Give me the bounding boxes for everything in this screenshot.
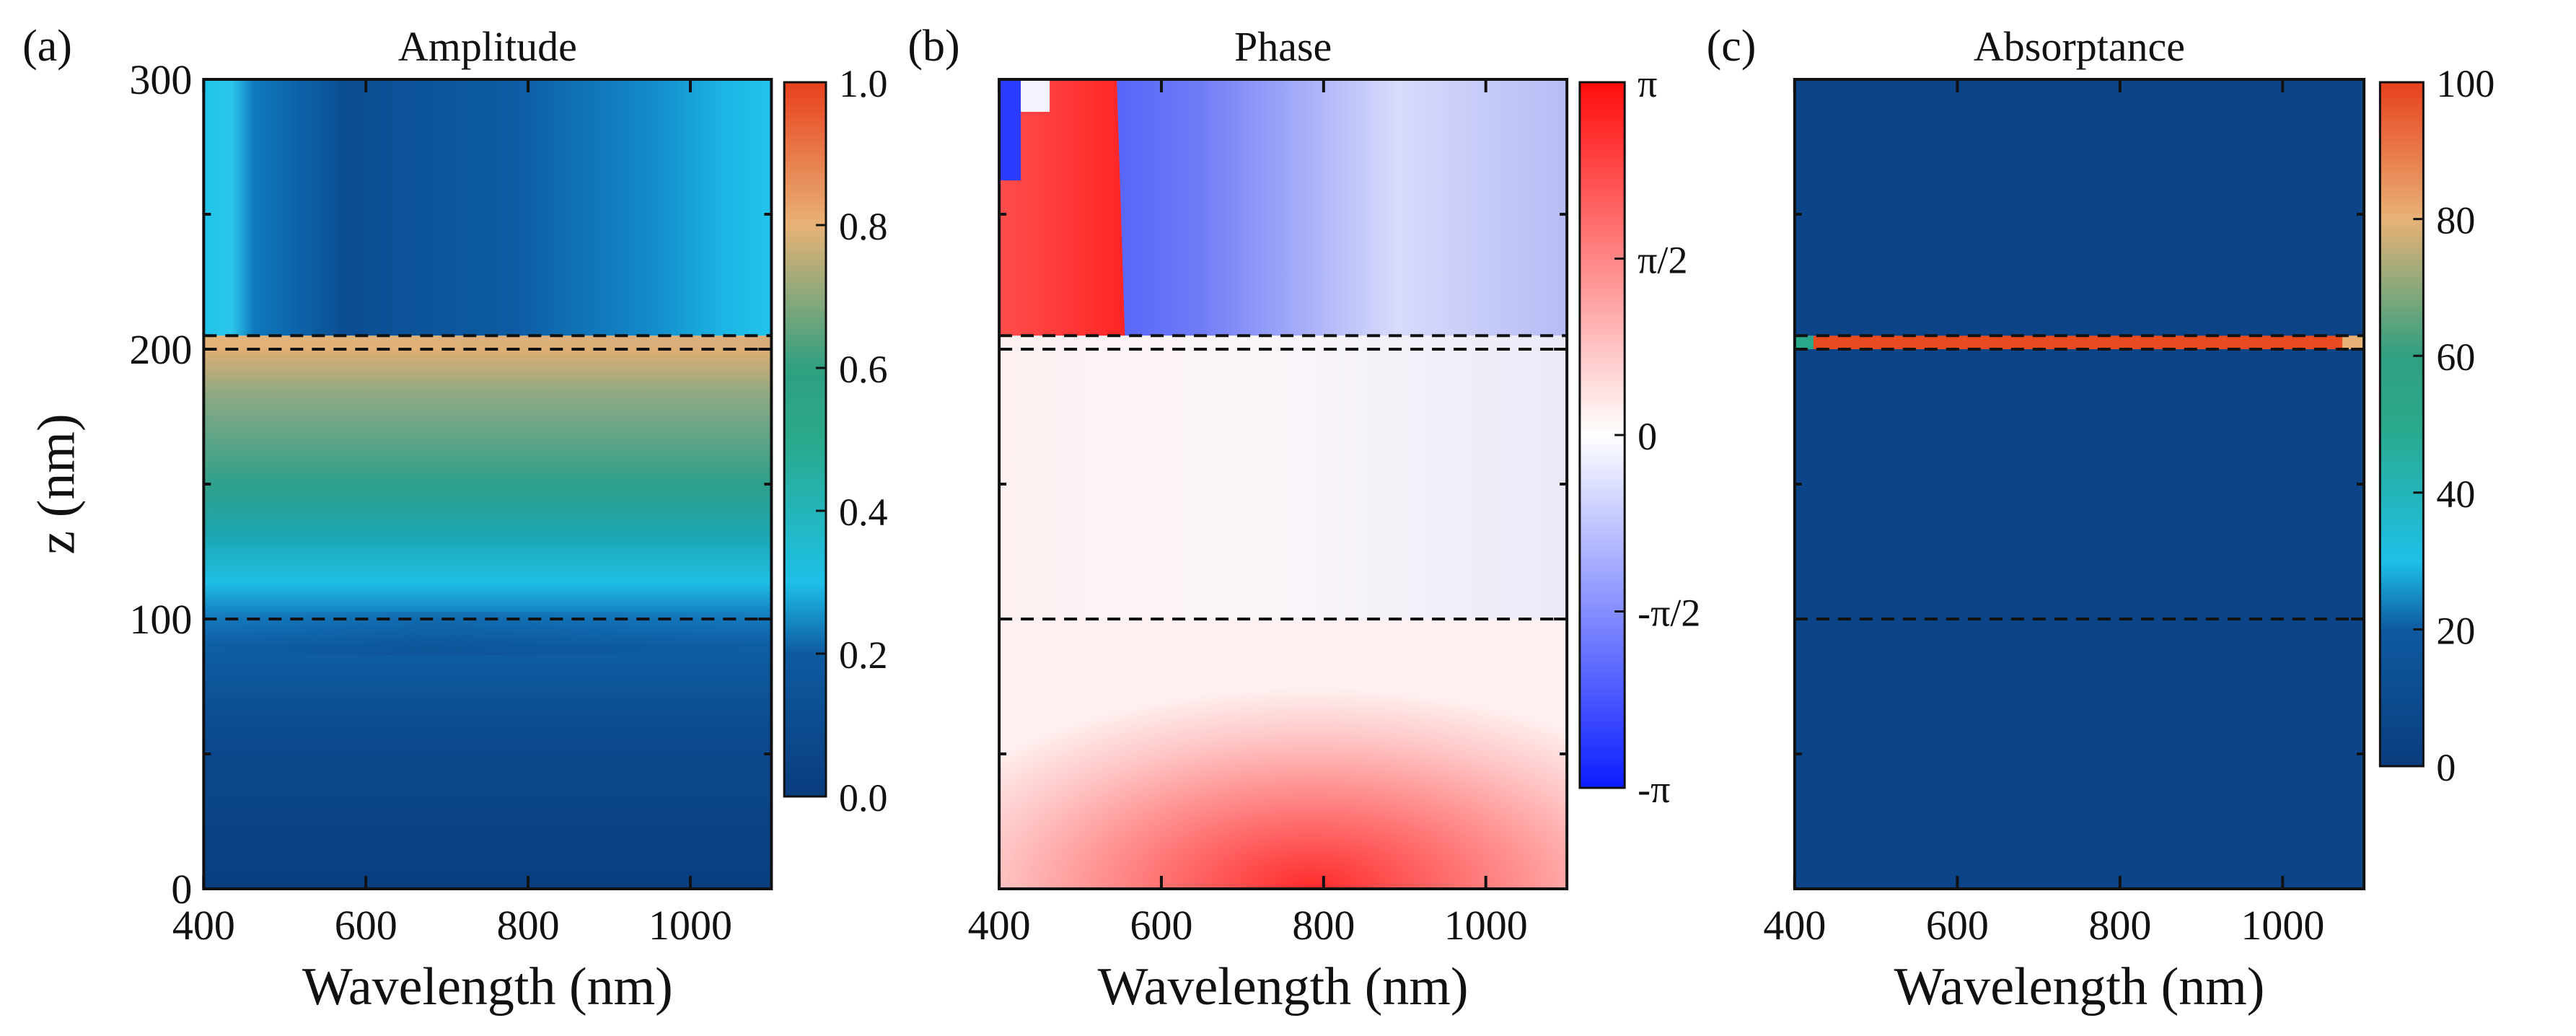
y-tick-label: 0 — [171, 866, 192, 913]
field-region-absorber — [1794, 335, 2365, 349]
field-edge — [2342, 335, 2365, 349]
heatmap-field — [999, 79, 1568, 889]
panel-letter: (c) — [1707, 22, 1757, 71]
panel-phase: 400 600 800 1000 Wavelength (nm) Phase (b) -π -π… — [907, 22, 1700, 1017]
x-tick-label: 800 — [497, 902, 560, 949]
colorbar — [2378, 81, 2425, 768]
colorbar-tick-label: 20 — [2436, 609, 2475, 652]
field-region-background — [1794, 79, 2365, 889]
field-region-layer — [203, 335, 772, 349]
field-region-middle — [999, 335, 1568, 619]
colorbar-tick-label: 0.6 — [839, 348, 888, 391]
colorbar-tick-label: 0 — [1638, 415, 1657, 458]
x-tick-label: 800 — [1292, 902, 1355, 949]
field-region-bottom — [999, 619, 1568, 889]
colorbar-tick-label: -π/2 — [1638, 592, 1700, 635]
heatmap-field — [203, 79, 772, 889]
panel-amplitude: 400 600 800 1000 0 100 200 300 z (nm) Wavelength … — [22, 22, 887, 1017]
x-tick-label: 800 — [2088, 902, 2151, 949]
panel-title: Phase — [1234, 23, 1332, 70]
colorbar-tick-label: π/2 — [1638, 239, 1687, 282]
x-tick-label: 600 — [1926, 902, 1989, 949]
x-tick-label: 600 — [1130, 902, 1192, 949]
x-axis-label: Wavelength (nm) — [1894, 957, 2265, 1017]
colorbar-tick-label: π — [1638, 62, 1657, 105]
panel-letter: (b) — [907, 22, 959, 71]
field-hotspot — [203, 295, 329, 630]
colorbar-tick-label: 1.0 — [839, 62, 888, 105]
panel-letter: (a) — [22, 22, 72, 71]
x-tick-label: 1000 — [2241, 902, 2324, 949]
x-tick-label: 400 — [1763, 902, 1826, 949]
colorbar-tick-label: 100 — [2436, 62, 2494, 105]
x-tick-label: 400 — [172, 902, 235, 949]
colorbar-tick-label: 0.8 — [839, 205, 888, 248]
heatmap-field — [1794, 79, 2365, 889]
field-region-top — [203, 79, 772, 336]
x-axis-label: Wavelength (nm) — [302, 957, 673, 1017]
field-region-red — [999, 79, 1125, 336]
x-tick-label: 400 — [968, 902, 1031, 949]
y-tick-label: 300 — [129, 56, 192, 103]
x-tick-label: 600 — [335, 902, 397, 949]
y-tick-label: 200 — [129, 326, 192, 373]
colorbar-tick-label: 0.2 — [839, 633, 888, 677]
colorbar — [783, 81, 827, 798]
field-artifact — [999, 79, 1021, 180]
colorbar-tick-label: 80 — [2436, 199, 2475, 242]
panel-title: Absorptance — [1974, 23, 2185, 70]
field-region-bottom — [203, 648, 772, 889]
colorbar-tick-label: 0 — [2436, 746, 2456, 789]
field-artifact — [1021, 79, 1050, 112]
colorbar-tick-label: 60 — [2436, 335, 2475, 379]
y-axis-label: z (nm) — [27, 413, 86, 554]
field-edge — [1794, 335, 1814, 349]
colorbar-tick-label: 0.4 — [839, 491, 888, 534]
colorbar-tick-label: -π — [1638, 768, 1670, 811]
panel-title: Amplitude — [398, 23, 577, 70]
x-tick-label: 1000 — [649, 902, 732, 949]
colorbar-tick-label: 40 — [2436, 473, 2475, 516]
x-axis-label: Wavelength (nm) — [1098, 957, 1469, 1017]
x-tick-label: 1000 — [1444, 902, 1528, 949]
y-tick-label: 100 — [129, 596, 192, 643]
colorbar-tick-label: 0.0 — [839, 776, 888, 820]
